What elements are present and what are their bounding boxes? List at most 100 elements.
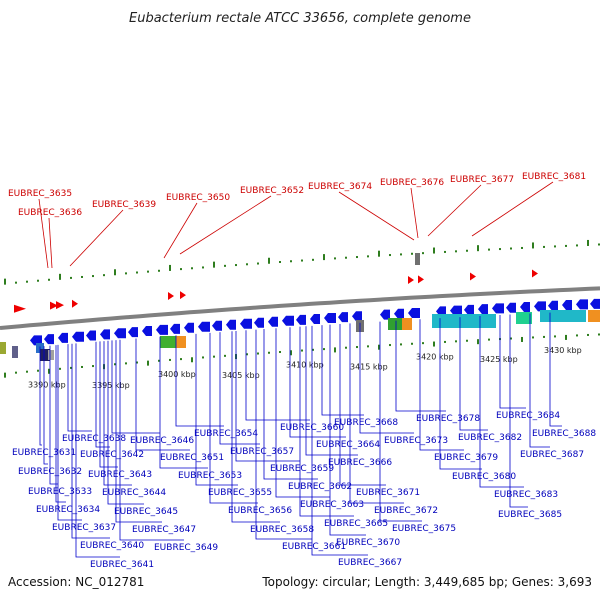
gene-label-reverse[interactable]: EUBREC_3684	[496, 411, 560, 421]
gene-label-reverse[interactable]: EUBREC_3680	[452, 472, 516, 482]
gene-label-reverse[interactable]: EUBREC_3673	[384, 436, 448, 446]
feature-block	[588, 310, 600, 322]
gene-label-reverse[interactable]: EUBREC_3678	[416, 414, 480, 424]
forward-strand-track	[14, 269, 538, 313]
gene-label-reverse[interactable]: EUBREC_3633	[28, 487, 92, 497]
gc-skew-mark	[4, 278, 6, 285]
gc-skew-mark	[59, 273, 61, 280]
reverse-gene-arrow	[156, 324, 168, 335]
gc-skew-mark	[246, 263, 248, 266]
gene-label-reverse[interactable]: EUBREC_3682	[458, 433, 522, 443]
feature-block	[12, 346, 18, 358]
gene-label-reverse[interactable]: EUBREC_3675	[392, 524, 456, 534]
gene-label-reverse[interactable]: EUBREC_3668	[334, 418, 398, 428]
gene-label-reverse[interactable]: EUBREC_3683	[494, 490, 558, 500]
forward-gene-arrow	[14, 304, 26, 313]
gc-skew-mark	[356, 346, 358, 349]
gene-label-forward[interactable]: EUBREC_3677	[450, 175, 514, 185]
gene-label-reverse[interactable]: EUBREC_3642	[80, 450, 144, 460]
gene-label-forward[interactable]: EUBREC_3674	[308, 182, 372, 192]
gc-skew-mark	[378, 250, 380, 257]
backbone-line	[0, 286, 600, 330]
leader-line	[163, 202, 198, 259]
gene-label-reverse[interactable]: EUBREC_3665	[324, 519, 388, 529]
gene-label-reverse[interactable]: EUBREC_3658	[250, 525, 314, 535]
gene-label-reverse[interactable]: EUBREC_3663	[300, 500, 364, 510]
gc-skew-mark	[268, 257, 270, 264]
gc-skew-mark	[477, 245, 479, 252]
gc-skew-mark	[290, 350, 292, 356]
gene-label-reverse[interactable]: EUBREC_3656	[228, 506, 292, 516]
gc-skew-mark	[136, 361, 138, 364]
reverse-gene-arrow	[464, 304, 474, 315]
gene-label-reverse[interactable]: EUBREC_3654	[194, 429, 258, 439]
gene-label-reverse[interactable]: EUBREC_3634	[36, 505, 100, 515]
leader-line	[549, 312, 562, 427]
gc-skew-mark	[279, 351, 281, 354]
gene-label-forward[interactable]: EUBREC_3676	[380, 178, 444, 188]
gc-skew-mark	[180, 358, 182, 361]
gene-label-reverse[interactable]: EUBREC_3664	[316, 440, 380, 450]
leader-line	[499, 315, 526, 409]
gene-label-reverse[interactable]: EUBREC_3661	[282, 542, 346, 552]
gene-label-reverse[interactable]: EUBREC_3647	[132, 525, 196, 535]
gene-label-forward[interactable]: EUBREC_3636	[18, 208, 82, 218]
gene-label-reverse[interactable]: EUBREC_3655	[208, 488, 272, 498]
accession-text: Accession: NC_012781	[8, 575, 144, 589]
leader-line	[38, 198, 49, 269]
gc-skew-mark	[565, 244, 567, 247]
gene-label-reverse[interactable]: EUBREC_3685	[498, 510, 562, 520]
gc-skew-mark	[411, 252, 413, 255]
gc-skew-mark	[290, 260, 292, 263]
gc-skew-mark	[37, 369, 39, 372]
leader-line	[43, 346, 48, 465]
kbp-tick-label: 3400 kbp	[158, 370, 196, 379]
reverse-gene-arrow	[352, 311, 362, 322]
gene-label-reverse[interactable]: EUBREC_3641	[90, 560, 154, 570]
gene-label-reverse[interactable]: EUBREC_3638	[62, 434, 126, 444]
gene-label-reverse[interactable]: EUBREC_3679	[434, 453, 498, 463]
kbp-tick-label: 3410 kbp	[286, 361, 324, 370]
forward-gene-labels: EUBREC_3635 EUBREC_3636 EUBREC_3639 EUBREC_…	[8, 172, 586, 269]
gene-label-reverse[interactable]: EUBREC_3637	[52, 523, 116, 533]
gc-skew-mark	[180, 268, 182, 271]
gc-skew-mark	[356, 256, 358, 259]
gene-label-reverse[interactable]: EUBREC_3644	[102, 488, 166, 498]
gc-skew-mark	[444, 340, 446, 343]
gene-label-forward[interactable]: EUBREC_3635	[8, 189, 72, 199]
gene-label-reverse[interactable]: EUBREC_3640	[80, 541, 144, 551]
gene-label-forward[interactable]: EUBREC_3681	[522, 172, 586, 182]
gc-skew-mark	[510, 247, 512, 250]
gene-label-reverse[interactable]: EUBREC_3657	[230, 447, 294, 457]
gene-label-reverse[interactable]: EUBREC_3671	[356, 488, 420, 498]
gene-label-forward[interactable]: EUBREC_3652	[240, 186, 304, 196]
reverse-gene-arrow	[492, 303, 504, 314]
gene-label-reverse[interactable]: EUBREC_3646	[130, 436, 194, 446]
gene-label-forward[interactable]: EUBREC_3650	[166, 193, 230, 203]
leader-line	[195, 333, 238, 486]
gene-label-reverse[interactable]: EUBREC_3659	[270, 464, 334, 474]
reverse-gene-arrow	[310, 313, 320, 324]
gene-label-reverse[interactable]: EUBREC_3688	[532, 429, 596, 439]
gene-label-reverse[interactable]: EUBREC_3687	[520, 450, 584, 460]
gc-skew-mark	[345, 256, 347, 259]
gene-label-reverse[interactable]: EUBREC_3649	[154, 543, 218, 553]
gc-skew-mark	[323, 348, 325, 351]
reverse-gene-arrow	[296, 314, 306, 325]
leader-line	[115, 340, 162, 523]
gene-label-reverse[interactable]: EUBREC_3666	[328, 458, 392, 468]
gc-skew-mark	[257, 352, 259, 355]
gene-label-reverse[interactable]: EUBREC_3670	[336, 538, 400, 548]
gene-label-reverse[interactable]: EUBREC_3645	[114, 507, 178, 517]
leader-line	[55, 345, 66, 503]
gene-label-reverse[interactable]: EUBREC_3651	[160, 453, 224, 463]
leader-line	[175, 335, 224, 427]
gene-label-reverse[interactable]: EUBREC_3662	[288, 482, 352, 492]
gc-skew-mark	[147, 270, 149, 273]
gene-label-reverse[interactable]: EUBREC_3672	[374, 506, 438, 516]
feature-block	[540, 310, 586, 322]
leader-line	[305, 326, 358, 456]
gc-skew-mark	[59, 367, 61, 370]
gene-label-forward[interactable]: EUBREC_3639	[92, 200, 156, 210]
gene-label-reverse[interactable]: EUBREC_3667	[338, 558, 402, 568]
